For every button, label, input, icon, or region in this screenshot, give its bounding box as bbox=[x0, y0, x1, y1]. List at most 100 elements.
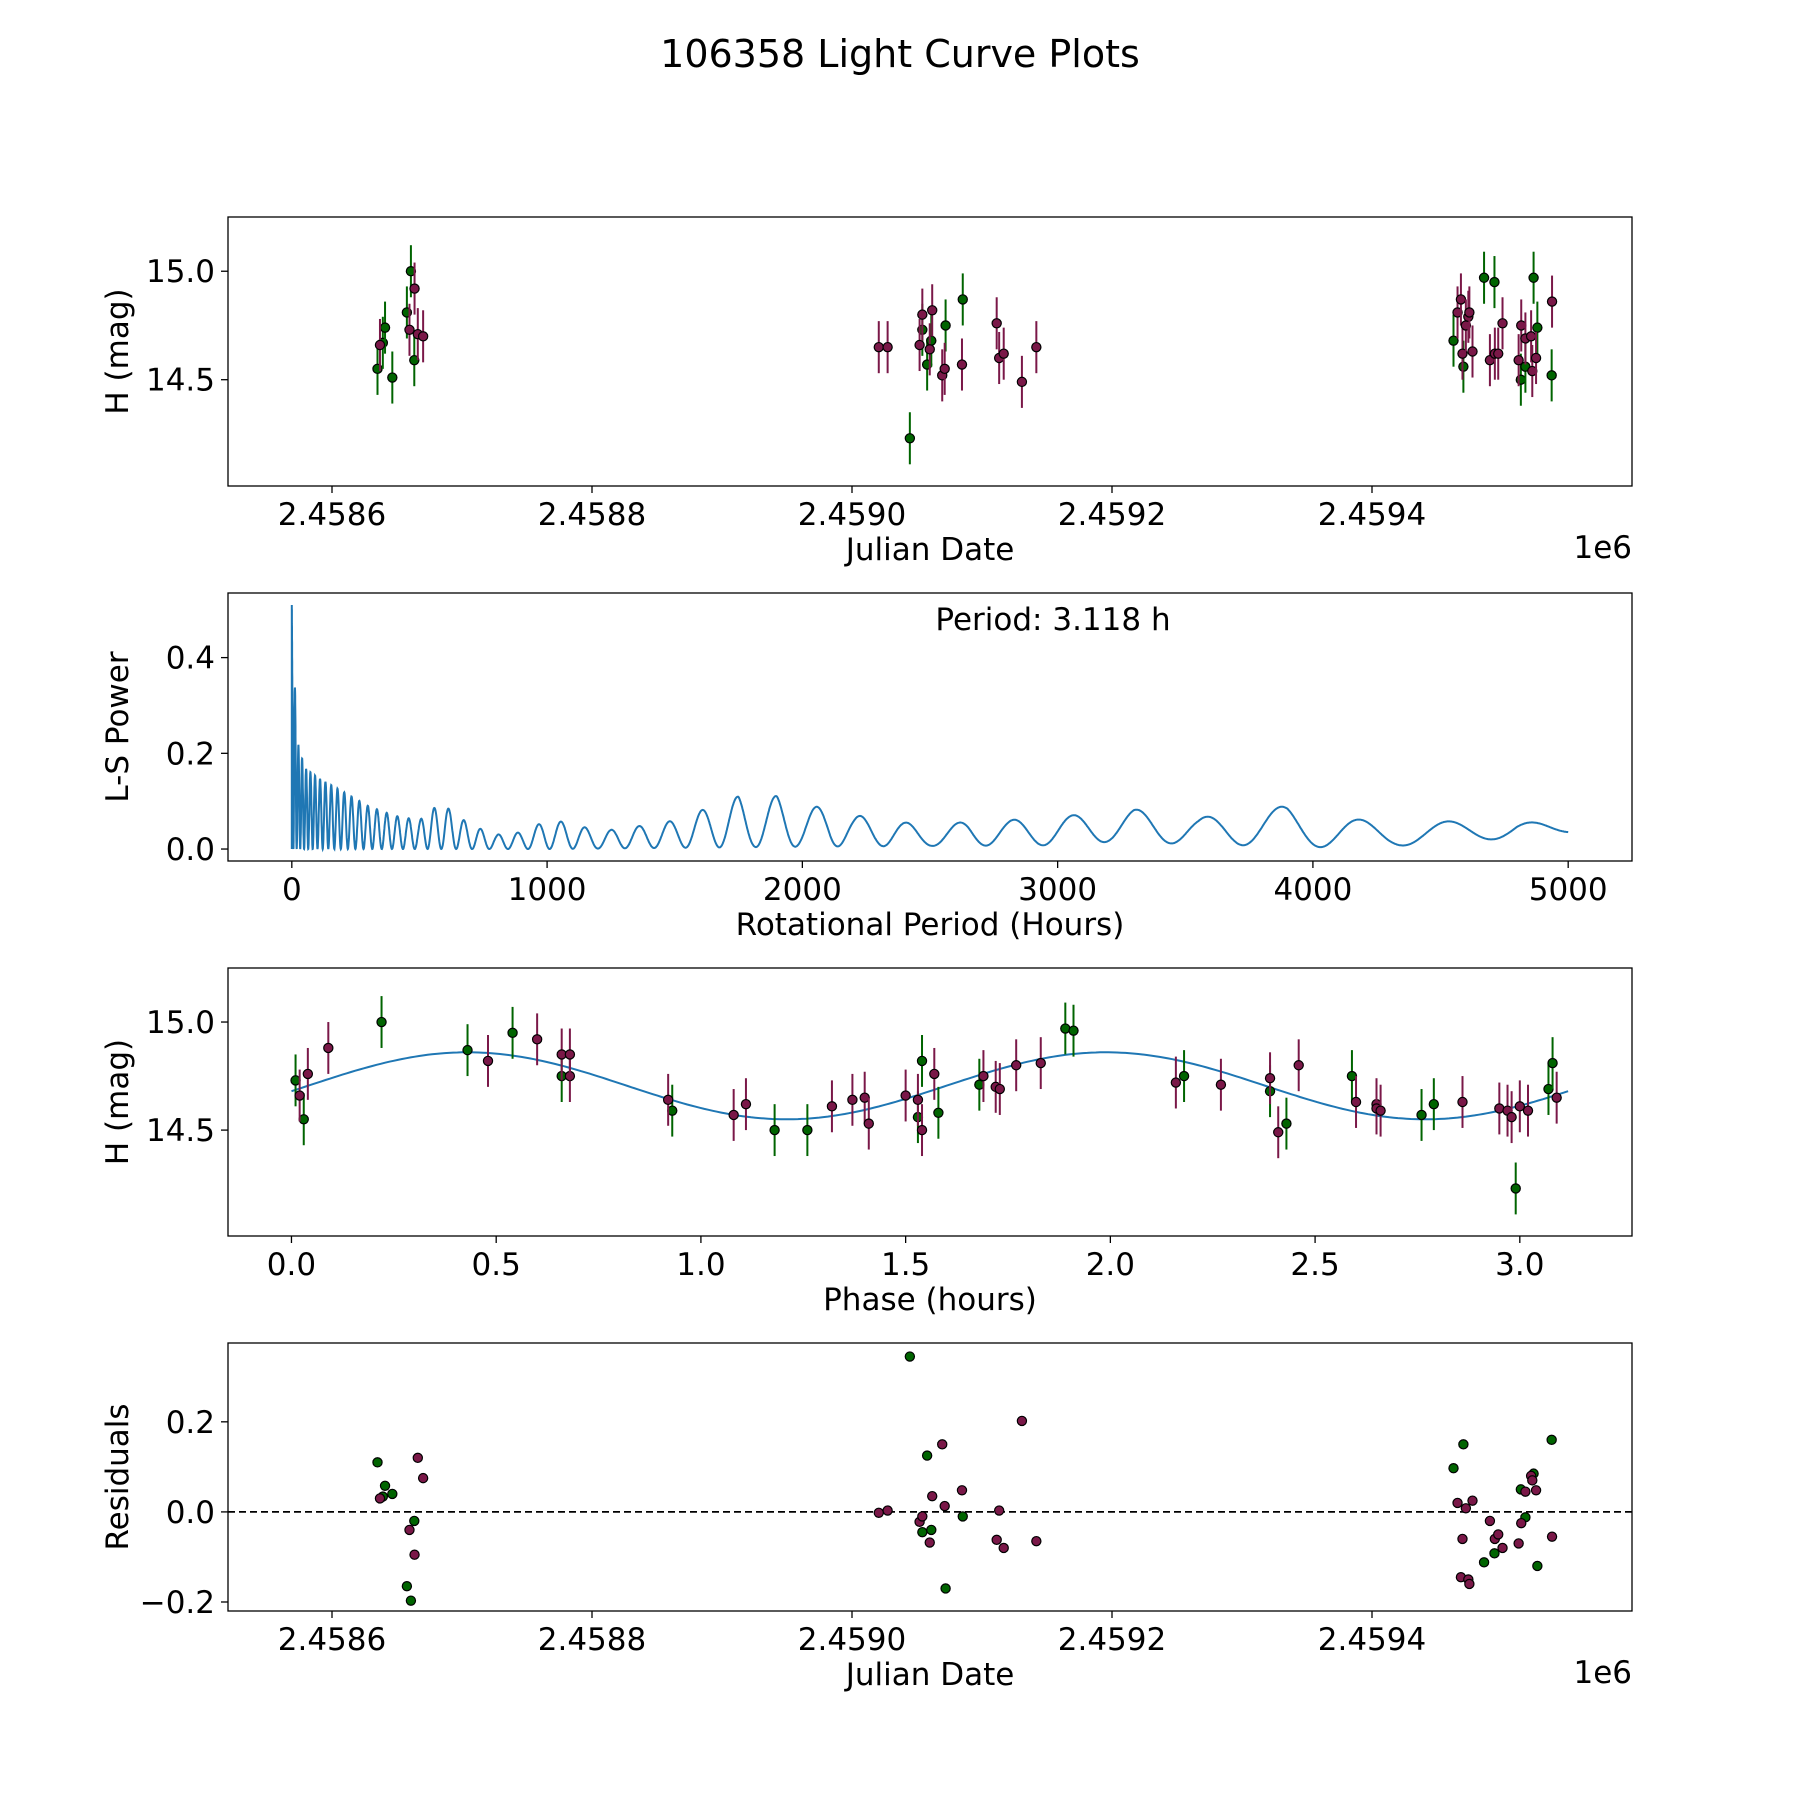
x-axis-label: Rotational Period (Hours) bbox=[736, 907, 1125, 943]
data-point-green bbox=[1532, 322, 1543, 333]
x-axis-label: Phase (hours) bbox=[823, 1282, 1037, 1318]
data-point-green bbox=[904, 1351, 916, 1362]
data-point-green bbox=[372, 1457, 383, 1468]
data-point-green bbox=[1068, 1025, 1079, 1036]
data-point-green bbox=[409, 1515, 420, 1527]
data-point-green bbox=[507, 1027, 518, 1039]
x-tick-label: 5000 bbox=[1529, 872, 1608, 908]
data-point-green bbox=[462, 1044, 473, 1056]
data-point-green bbox=[1546, 1434, 1557, 1446]
data-point-magenta bbox=[1170, 1077, 1182, 1088]
x-tick-label: 1.0 bbox=[676, 1247, 725, 1283]
plot-frame bbox=[227, 967, 1633, 1237]
data-point-green bbox=[921, 1450, 933, 1461]
data-point-green bbox=[387, 1488, 398, 1500]
data-point-magenta bbox=[847, 1094, 858, 1106]
data-point-magenta bbox=[323, 1042, 334, 1054]
y-tick-label: 14.5 bbox=[146, 363, 215, 399]
data-point-green bbox=[379, 322, 391, 333]
data-point-magenta bbox=[917, 309, 928, 320]
data-point-green bbox=[802, 1124, 813, 1136]
data-point-magenta bbox=[1455, 294, 1467, 305]
data-point-magenta bbox=[531, 1034, 543, 1045]
data-point-magenta bbox=[404, 1524, 415, 1536]
data-point-green bbox=[1281, 1118, 1292, 1129]
data-point-magenta bbox=[978, 1070, 989, 1082]
data-point-magenta bbox=[1530, 352, 1542, 364]
data-point-magenta bbox=[1493, 1529, 1504, 1540]
x-tick-label: 4000 bbox=[1273, 872, 1352, 908]
x-tick-label: 3000 bbox=[1018, 872, 1097, 908]
x-tick-label: 2.4588 bbox=[538, 497, 646, 533]
data-point-magenta bbox=[916, 1124, 928, 1136]
y-tick-label: 15.0 bbox=[146, 254, 215, 290]
x-tick-label: 2.4586 bbox=[278, 1622, 386, 1658]
data-point-magenta bbox=[404, 324, 415, 336]
data-point-magenta bbox=[1375, 1105, 1386, 1116]
data-point-magenta bbox=[929, 1068, 940, 1080]
data-point-green bbox=[1515, 374, 1527, 385]
data-point-magenta bbox=[662, 1094, 674, 1106]
data-point-green bbox=[926, 335, 937, 346]
data-point-magenta bbox=[564, 1049, 576, 1060]
data-point-magenta bbox=[1035, 1057, 1046, 1069]
plot-frame bbox=[227, 216, 1633, 487]
y-tick-label: 0.4 bbox=[166, 641, 215, 677]
data-point-magenta bbox=[1460, 1503, 1472, 1514]
data-point-magenta bbox=[1350, 1096, 1362, 1108]
data-point-green bbox=[1489, 1548, 1500, 1559]
data-point-green bbox=[926, 1524, 937, 1536]
x-axis-label: Julian Date bbox=[844, 532, 1015, 568]
data-point-magenta bbox=[939, 1500, 950, 1512]
x-tick-label: 0 bbox=[282, 872, 302, 908]
periodogram-line bbox=[290, 605, 1569, 853]
plot-frame bbox=[227, 592, 1633, 862]
x-tick-label: 0.5 bbox=[472, 1247, 521, 1283]
data-point-magenta bbox=[873, 1507, 884, 1519]
data-point-magenta bbox=[482, 1055, 494, 1067]
data-point-magenta bbox=[1273, 1127, 1284, 1138]
data-point-green bbox=[1448, 1463, 1459, 1474]
data-point-magenta bbox=[1546, 296, 1558, 307]
data-point-magenta bbox=[1522, 1105, 1534, 1116]
data-point-green bbox=[1510, 1183, 1521, 1194]
data-point-magenta bbox=[1452, 307, 1463, 318]
data-point-magenta bbox=[740, 1098, 752, 1110]
data-point-magenta bbox=[914, 339, 925, 351]
data-point-magenta bbox=[998, 1542, 1009, 1554]
data-point-magenta bbox=[993, 1505, 1005, 1516]
data-point-magenta bbox=[294, 1090, 305, 1101]
data-point-green bbox=[405, 1595, 417, 1606]
data-point-green bbox=[1178, 1070, 1190, 1082]
data-point-magenta bbox=[991, 1534, 1002, 1546]
data-point-magenta bbox=[1525, 331, 1537, 342]
data-point-magenta bbox=[1493, 348, 1504, 359]
data-point-magenta bbox=[412, 1452, 423, 1464]
x-axis-label: Julian Date bbox=[844, 1657, 1015, 1693]
data-point-green bbox=[1532, 1560, 1543, 1572]
data-point-magenta bbox=[1452, 1497, 1463, 1509]
data-point-magenta bbox=[1530, 1485, 1542, 1496]
data-point-green bbox=[1428, 1098, 1440, 1110]
data-point-green bbox=[1547, 1057, 1558, 1069]
y-tick-label: 0.0 bbox=[166, 1495, 215, 1531]
x-tick-label: 2.4594 bbox=[1318, 497, 1426, 533]
data-point-magenta bbox=[1484, 1515, 1496, 1527]
data-point-green bbox=[940, 1583, 951, 1594]
panel-periodogram: 0 1000 2000 3000 4000 5000 0.0 0.2 0.4 Rotational… bbox=[100, 592, 1633, 943]
data-point-green bbox=[940, 320, 951, 331]
data-point-magenta bbox=[863, 1118, 874, 1129]
data-point-green bbox=[769, 1124, 780, 1136]
data-point-magenta bbox=[1551, 1092, 1562, 1103]
x-tick-label: 2.5 bbox=[1290, 1247, 1339, 1283]
data-point-magenta bbox=[409, 1549, 420, 1560]
data-point-magenta bbox=[1513, 1538, 1524, 1549]
data-point-magenta bbox=[956, 359, 968, 370]
data-point-green bbox=[1528, 272, 1539, 283]
data-point-magenta bbox=[924, 344, 935, 355]
data-point-magenta bbox=[927, 1490, 938, 1502]
x-tick-label: 2.4592 bbox=[1058, 497, 1166, 533]
data-point-magenta bbox=[998, 348, 1009, 359]
data-point-magenta bbox=[1513, 354, 1524, 366]
data-point-green bbox=[1546, 370, 1557, 381]
